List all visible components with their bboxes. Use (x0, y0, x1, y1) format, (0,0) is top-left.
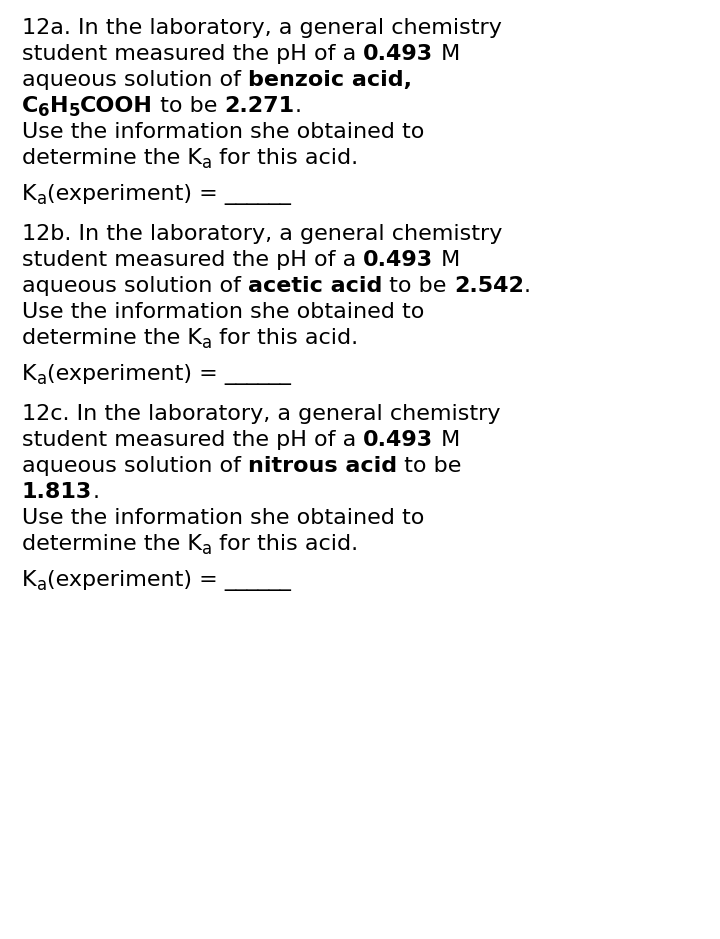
Text: a: a (202, 540, 212, 558)
Text: a: a (37, 576, 47, 594)
Text: COOH: COOH (80, 96, 153, 116)
Text: to be: to be (397, 456, 462, 476)
Text: 0.493: 0.493 (364, 250, 433, 270)
Text: H: H (50, 96, 68, 116)
Text: M: M (433, 44, 460, 64)
Text: for this acid.: for this acid. (212, 534, 359, 554)
Text: K: K (22, 364, 37, 384)
Text: M: M (433, 250, 460, 270)
Text: .: . (524, 276, 531, 296)
Text: aqueous solution of: aqueous solution of (22, 70, 248, 90)
Text: student measured the pH of a: student measured the pH of a (22, 250, 364, 270)
Text: K: K (22, 570, 37, 590)
Text: Use the information she obtained to: Use the information she obtained to (22, 508, 424, 528)
Text: M: M (433, 430, 460, 450)
Text: 0.493: 0.493 (364, 430, 433, 450)
Text: K: K (22, 184, 37, 204)
Text: a: a (202, 154, 212, 172)
Text: 12b. In the laboratory, a general chemistry: 12b. In the laboratory, a general chemis… (22, 224, 503, 244)
Text: a: a (37, 370, 47, 388)
Text: to be: to be (382, 276, 454, 296)
Text: 2.271: 2.271 (224, 96, 294, 116)
Text: benzoic acid,: benzoic acid, (248, 70, 412, 90)
Text: for this acid.: for this acid. (212, 328, 359, 348)
Text: 2.542: 2.542 (454, 276, 524, 296)
Text: for this acid.: for this acid. (212, 148, 359, 168)
Text: determine the K: determine the K (22, 148, 202, 168)
Text: a: a (37, 190, 47, 208)
Text: .: . (294, 96, 302, 116)
Text: (experiment) = ______: (experiment) = ______ (47, 570, 291, 591)
Text: determine the K: determine the K (22, 534, 202, 554)
Text: student measured the pH of a: student measured the pH of a (22, 44, 364, 64)
Text: 12c. In the laboratory, a general chemistry: 12c. In the laboratory, a general chemis… (22, 404, 500, 424)
Text: 0.493: 0.493 (364, 44, 433, 64)
Text: (experiment) = ______: (experiment) = ______ (47, 184, 291, 205)
Text: a: a (202, 334, 212, 352)
Text: student measured the pH of a: student measured the pH of a (22, 430, 364, 450)
Text: determine the K: determine the K (22, 328, 202, 348)
Text: aqueous solution of: aqueous solution of (22, 456, 248, 476)
Text: C: C (22, 96, 38, 116)
Text: (experiment) = ______: (experiment) = ______ (47, 364, 291, 385)
Text: Use the information she obtained to: Use the information she obtained to (22, 122, 424, 142)
Text: 12a. In the laboratory, a general chemistry: 12a. In the laboratory, a general chemis… (22, 18, 502, 38)
Text: acetic acid: acetic acid (248, 276, 382, 296)
Text: 1.813: 1.813 (22, 482, 92, 502)
Text: 6: 6 (38, 102, 50, 120)
Text: to be: to be (153, 96, 224, 116)
Text: .: . (92, 482, 99, 502)
Text: nitrous acid: nitrous acid (248, 456, 397, 476)
Text: aqueous solution of: aqueous solution of (22, 276, 248, 296)
Text: 5: 5 (68, 102, 80, 120)
Text: Use the information she obtained to: Use the information she obtained to (22, 302, 424, 322)
